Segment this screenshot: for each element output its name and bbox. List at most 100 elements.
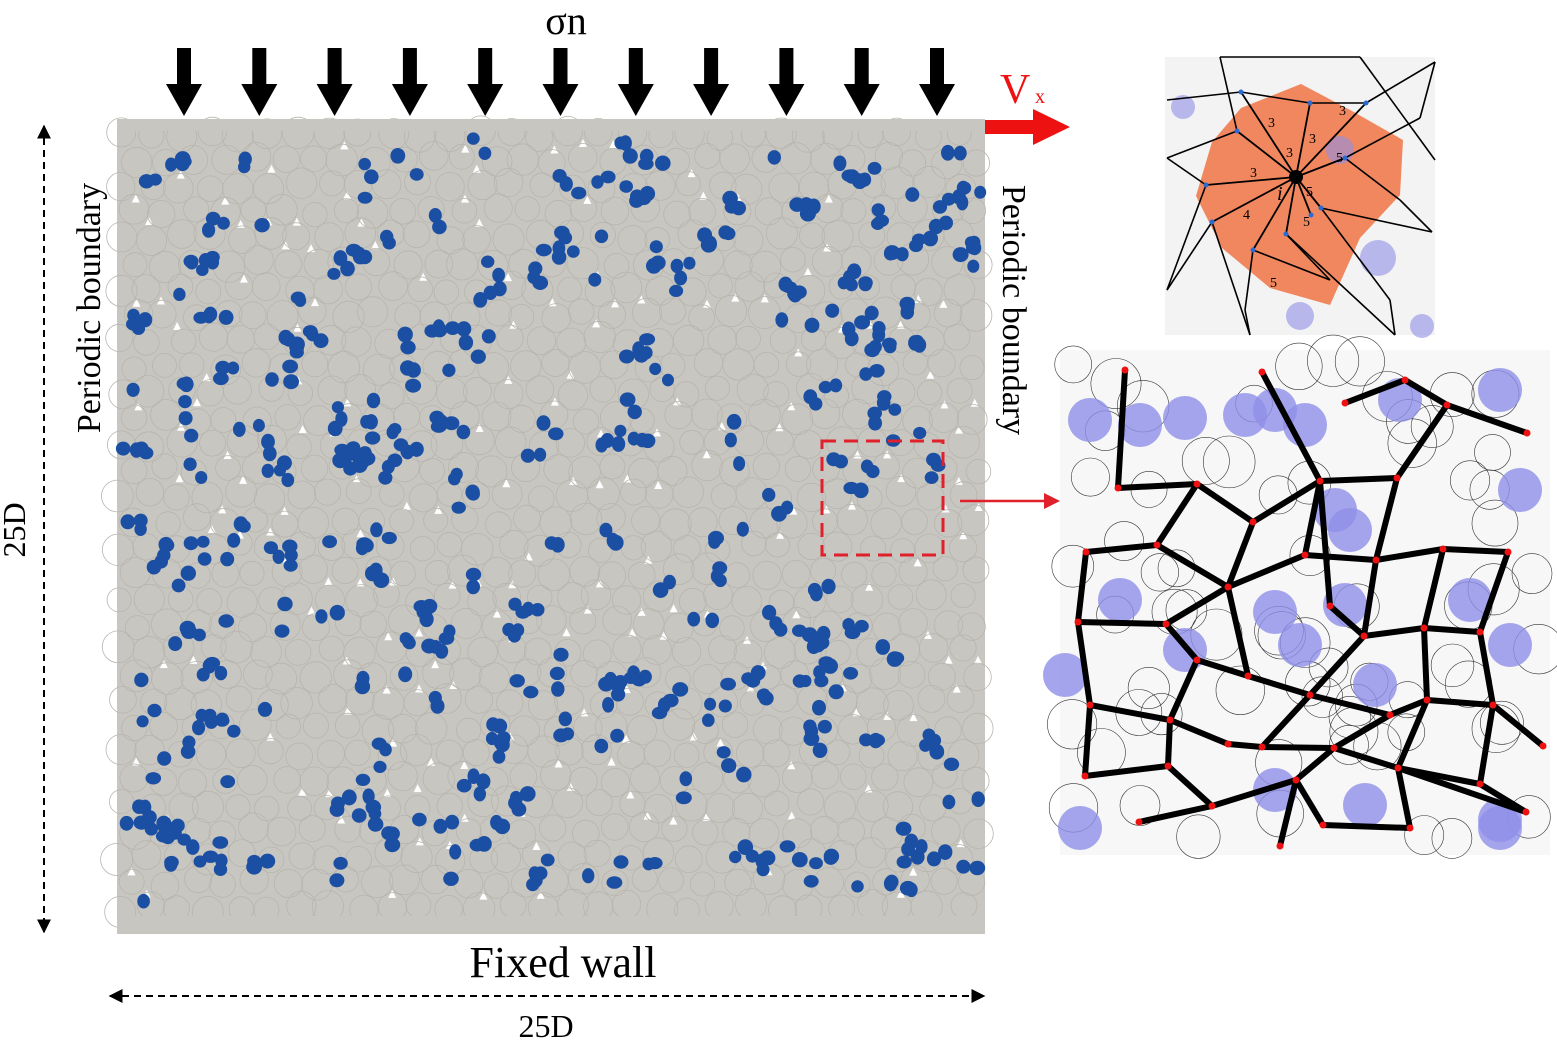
pore — [731, 293, 740, 302]
blue-particle — [602, 697, 615, 713]
blue-particle — [526, 878, 540, 892]
grain — [455, 818, 482, 844]
grain — [764, 532, 790, 558]
blue-particle — [380, 229, 394, 244]
grain — [507, 404, 536, 433]
grain — [568, 143, 598, 173]
grain — [357, 296, 389, 328]
stress-arrow-shaft — [779, 48, 794, 86]
grain — [724, 562, 751, 589]
grain — [525, 375, 555, 404]
grain — [120, 404, 148, 431]
grain — [166, 426, 198, 458]
pore — [852, 708, 861, 717]
pore — [909, 867, 918, 876]
grain — [225, 794, 251, 820]
blue-particle — [430, 420, 447, 433]
grain — [163, 484, 190, 511]
grain — [782, 762, 813, 793]
blue-particle — [233, 421, 246, 437]
grain — [334, 815, 362, 843]
grain — [462, 225, 491, 254]
network-node — [1224, 740, 1232, 748]
network-node — [1372, 556, 1380, 564]
grain — [556, 327, 586, 358]
grain-outline — [1202, 435, 1256, 489]
grain — [390, 560, 416, 587]
grain — [842, 663, 873, 694]
grain — [708, 635, 737, 664]
grain — [300, 454, 329, 483]
blue-particle — [218, 309, 234, 325]
grain — [287, 380, 314, 406]
grain — [871, 763, 899, 791]
blue-particle — [953, 145, 967, 161]
force-chain — [1331, 745, 1401, 771]
blue-particle — [343, 461, 358, 476]
network-node — [1166, 716, 1174, 724]
blue-particle — [145, 772, 162, 785]
grain — [707, 273, 733, 299]
grain — [462, 739, 490, 767]
grain — [900, 300, 931, 331]
blue-particle — [214, 665, 228, 681]
grain — [602, 605, 632, 636]
grain — [568, 456, 601, 489]
force-chain — [1083, 542, 1160, 555]
blue-particle — [257, 701, 273, 717]
blue-particle — [595, 437, 608, 453]
grain — [610, 271, 643, 304]
blue-particle — [373, 572, 390, 588]
network-edge — [1365, 61, 1436, 104]
network-node — [1249, 518, 1257, 526]
grain — [917, 380, 943, 406]
grain — [371, 169, 402, 200]
pore — [824, 194, 833, 203]
blue-particle — [276, 455, 292, 471]
blue-particle — [336, 447, 349, 460]
grain — [718, 506, 748, 536]
grain — [735, 739, 765, 768]
blue-particle — [204, 656, 221, 670]
blue-particle — [134, 674, 148, 687]
blue-particle — [164, 855, 179, 869]
blue-cell — [1253, 590, 1297, 634]
blue-particle — [399, 632, 412, 645]
grain — [557, 841, 587, 871]
grain — [482, 146, 513, 177]
pore — [789, 506, 798, 515]
grain-outline — [1480, 700, 1524, 745]
stress-arrow-head — [843, 84, 880, 116]
grain — [345, 584, 378, 617]
force-chain — [1361, 625, 1427, 639]
network-node — [1319, 821, 1327, 829]
blue-particle — [633, 348, 649, 363]
grain — [673, 535, 701, 563]
network-node — [1208, 802, 1216, 810]
pore — [944, 655, 953, 664]
grain — [243, 659, 273, 690]
blue-particle — [322, 535, 337, 549]
grain — [552, 787, 583, 818]
grain — [812, 455, 840, 483]
grain — [422, 762, 455, 795]
blue-particle — [359, 451, 376, 466]
network-node — [1193, 656, 1201, 664]
blue-particle — [704, 235, 717, 252]
grain — [334, 609, 362, 637]
grain — [765, 217, 798, 250]
blue-particle — [594, 229, 609, 244]
blue-particle — [868, 415, 882, 431]
grain — [569, 607, 597, 635]
grain — [723, 250, 753, 280]
pore — [239, 475, 248, 484]
network-node — [1074, 618, 1082, 626]
grain — [874, 142, 903, 171]
pore — [659, 631, 668, 640]
blue-particle — [148, 173, 162, 186]
grain-outline — [1329, 725, 1369, 765]
blue-particle — [120, 514, 136, 530]
grain — [191, 481, 223, 514]
stress-arrow-shaft — [177, 48, 191, 86]
blue-particle — [858, 279, 872, 292]
